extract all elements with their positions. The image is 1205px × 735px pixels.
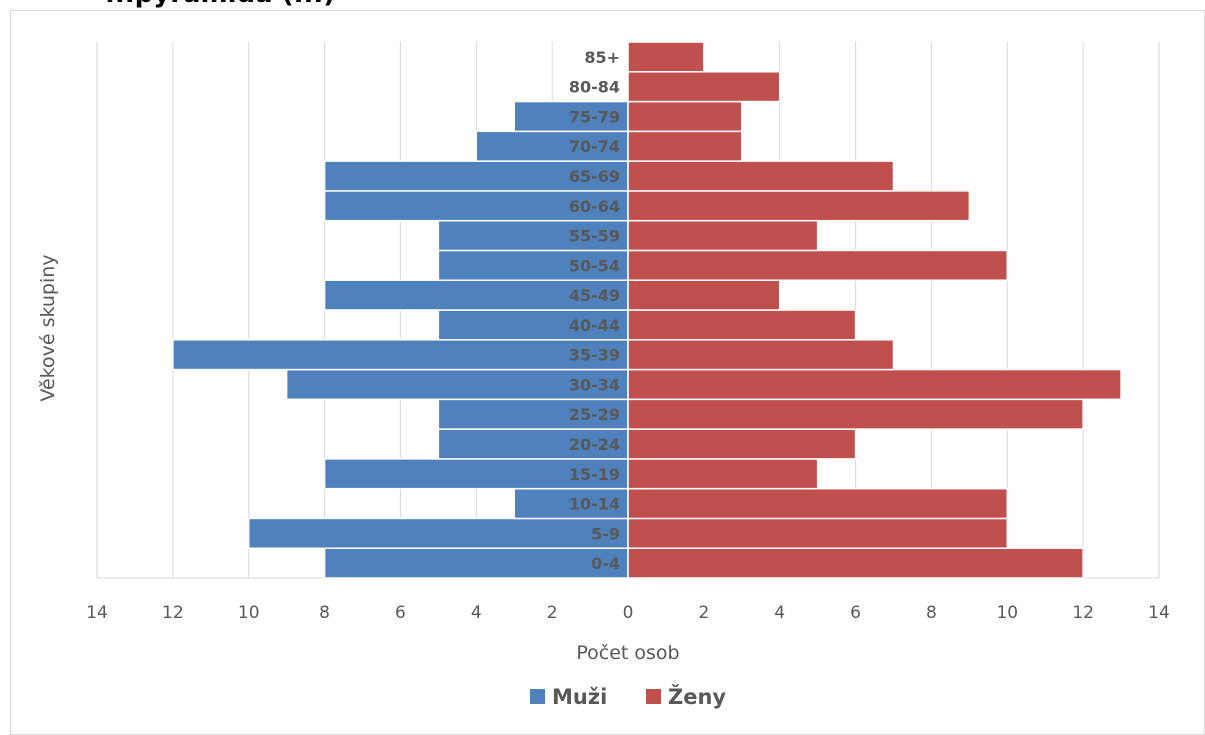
x-tick-label: 2	[547, 603, 558, 623]
age-group-label: 15-19	[569, 465, 620, 484]
x-axis-tick-labels: 14 12 10 8 6 4 2 0 2 4 6 8 10 12 14	[86, 603, 1170, 623]
x-tick-label: 4	[774, 603, 785, 623]
age-group-label: 50-54	[569, 256, 620, 275]
x-tick-label: 6	[850, 603, 861, 623]
age-group-label: 25-29	[569, 405, 620, 424]
bar-female-25-29	[627, 398, 1084, 430]
bar-female-85+	[627, 41, 705, 73]
age-group-label: 75-79	[569, 107, 620, 126]
x-tick-label: 8	[319, 603, 330, 623]
bar-male-15-19	[323, 458, 629, 490]
bar-female-70-74	[627, 130, 743, 162]
legend-label: Muži	[552, 685, 607, 709]
bar-male-5-9	[247, 517, 629, 549]
legend-swatch	[646, 689, 661, 704]
x-tick-label: 4	[471, 603, 482, 623]
age-group-label: 85+	[584, 48, 620, 67]
bar-female-50-54	[627, 249, 1009, 281]
age-group-label: 0-4	[591, 554, 620, 573]
bar-female-5-9	[627, 517, 1009, 549]
bar-female-10-14	[627, 487, 1009, 520]
bar-female-60-64	[627, 190, 971, 222]
x-tick-label: 10	[238, 603, 260, 623]
age-group-label: 80-84	[569, 78, 620, 97]
chart-title: ...pyramida (...)	[105, 0, 335, 9]
x-axis-title: Počet osob	[576, 642, 679, 664]
x-tick-label: 6	[395, 603, 406, 623]
bar-female-40-44	[627, 309, 857, 341]
bar-male-60-64	[323, 190, 629, 222]
bar-female-20-24	[627, 428, 857, 460]
bars	[172, 41, 1122, 579]
bar-female-35-39	[627, 339, 895, 371]
bar-female-0-4	[627, 547, 1084, 579]
age-group-label: 70-74	[569, 137, 620, 156]
bar-male-65-69	[323, 160, 629, 192]
x-tick-label: 14	[1148, 603, 1170, 623]
age-group-labels: 0-4 5-9 10-14 15-19 20-24 25-29 30-34 35-39 40-4…	[569, 48, 620, 573]
x-tick-label: 12	[1072, 603, 1094, 623]
age-group-label: 65-69	[569, 167, 620, 186]
age-group-label: 60-64	[569, 197, 620, 216]
age-group-label: 10-14	[569, 495, 620, 514]
bar-male-55-59	[437, 219, 629, 252]
bar-male-70-74	[475, 130, 629, 162]
y-axis-title: Věkové skupiny	[37, 254, 59, 401]
bar-female-30-34	[627, 368, 1122, 401]
legend: Muži Ženy	[530, 684, 726, 709]
bar-female-55-59	[627, 219, 819, 252]
bar-female-65-69	[627, 160, 895, 192]
age-group-label: 20-24	[569, 435, 620, 454]
age-group-label: 45-49	[569, 286, 620, 305]
age-group-label: 5-9	[591, 524, 620, 543]
x-tick-label: 12	[162, 603, 184, 623]
age-group-label: 40-44	[569, 316, 620, 335]
legend-swatch	[530, 689, 545, 704]
age-group-label: 30-34	[569, 375, 620, 394]
bar-female-80-84	[627, 71, 781, 103]
bar-female-75-79	[627, 100, 743, 133]
bar-female-15-19	[627, 458, 819, 490]
bar-male-40-44	[437, 309, 629, 341]
bar-male-30-34	[285, 368, 629, 401]
bar-male-35-39	[172, 339, 629, 371]
x-tick-label: 0	[623, 603, 634, 623]
age-group-label: 55-59	[569, 227, 620, 246]
age-group-label: 35-39	[569, 346, 620, 365]
bar-male-20-24	[437, 428, 629, 460]
x-tick-label: 8	[926, 603, 937, 623]
x-tick-label: 10	[996, 603, 1018, 623]
x-tick-label: 14	[86, 603, 108, 623]
bar-female-45-49	[627, 279, 781, 311]
bar-male-50-54	[437, 249, 629, 281]
x-tick-label: 2	[698, 603, 709, 623]
bar-male-0-4	[323, 547, 629, 579]
legend-label: Ženy	[668, 684, 726, 709]
